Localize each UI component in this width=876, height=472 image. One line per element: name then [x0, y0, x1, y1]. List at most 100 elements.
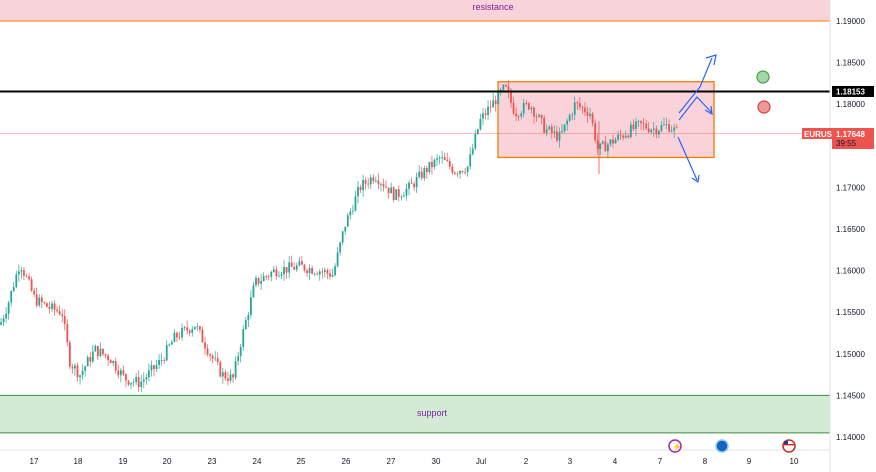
candle-body	[148, 370, 150, 378]
candle-body	[571, 114, 574, 116]
candle-body	[522, 102, 525, 114]
candle-body	[242, 329, 245, 347]
candle-body	[390, 187, 393, 194]
candle-body	[68, 342, 71, 367]
candle-body	[20, 270, 23, 272]
candle-body	[125, 374, 127, 381]
candle-body	[627, 135, 630, 138]
y-tick-label: 1.14000	[836, 433, 865, 442]
candle-body	[397, 189, 400, 197]
target-red-circle	[757, 100, 771, 114]
candle-body	[318, 271, 321, 275]
candle-body	[204, 342, 206, 349]
candle-body	[278, 275, 280, 277]
candle-body	[237, 356, 240, 362]
candle-body	[272, 269, 275, 273]
globe-event-icon[interactable]	[715, 439, 729, 453]
candle-body	[548, 126, 551, 130]
candle-body	[336, 252, 339, 267]
candle-body	[408, 182, 410, 189]
candle-body	[229, 374, 232, 381]
price-tag	[832, 128, 874, 149]
candle-body	[214, 358, 217, 360]
symbol-tag	[802, 128, 832, 139]
candle-body	[130, 382, 132, 385]
candle-body	[79, 375, 81, 378]
time-axis[interactable]: 17 18 19 20 23 24 25 26 27 30 Jul 2 3 4 7 8 9 10	[30, 457, 799, 466]
candle-body	[38, 297, 41, 306]
arrow-down-head	[691, 174, 700, 184]
candle-body	[137, 377, 140, 387]
candle-body	[413, 183, 415, 188]
x-tick-label: 3	[568, 457, 573, 466]
candle-body	[502, 84, 505, 90]
bar-countdown: 39:55	[836, 139, 857, 148]
candle-body	[668, 123, 670, 132]
x-tick-label: 2	[524, 457, 529, 466]
candle-body	[642, 123, 645, 125]
us-flag-canton	[784, 441, 788, 444]
candle-body	[209, 354, 211, 356]
candle-body	[186, 327, 189, 331]
target-green-circle	[756, 70, 770, 84]
candle-body	[285, 267, 288, 273]
candle-body	[647, 128, 650, 133]
candle-body	[321, 271, 324, 273]
y-tick-label: 1.17000	[836, 183, 865, 192]
candle-body	[303, 264, 306, 271]
candle-body	[224, 372, 227, 379]
candle-body	[30, 279, 33, 291]
candle-body	[188, 330, 191, 333]
candle-body	[7, 302, 10, 314]
candle-body	[566, 120, 568, 125]
candle-body	[418, 171, 421, 178]
candle-body	[578, 103, 581, 107]
symbol-label: EURUSD	[804, 130, 838, 139]
candle-body	[380, 184, 382, 185]
x-tick-label: 8	[703, 457, 708, 466]
support-zone	[0, 395, 830, 433]
candle-body	[5, 313, 7, 319]
candle-body	[74, 365, 76, 369]
candle-body	[181, 328, 183, 338]
candle-body	[267, 276, 270, 278]
candle-body	[201, 329, 204, 343]
candle-body	[329, 273, 331, 277]
candle-body	[553, 131, 556, 133]
candle-body	[260, 281, 262, 284]
candle-body	[596, 140, 599, 149]
candle-body	[494, 100, 497, 105]
candle-body	[25, 275, 28, 277]
lightning-icon[interactable]	[668, 439, 682, 453]
candle-body	[556, 131, 558, 141]
candle-body	[97, 345, 99, 357]
candle-body	[346, 215, 349, 227]
candle-body	[10, 290, 13, 303]
candle-body	[262, 276, 265, 282]
x-tick-label: 27	[387, 457, 396, 466]
candle-body	[349, 211, 352, 216]
candle-body	[629, 124, 632, 138]
candle-body	[359, 186, 362, 191]
candle-body	[165, 345, 168, 361]
candle-body	[275, 269, 278, 277]
candle-body	[170, 342, 173, 345]
candle-body	[234, 361, 237, 378]
price-axis[interactable]: 1.190001.185001.180001.175001.170001.165…	[836, 17, 865, 442]
candle-body	[104, 354, 107, 356]
candle-body	[550, 126, 553, 133]
candle-body	[423, 168, 426, 179]
candle-body	[530, 107, 533, 110]
candle-body	[459, 171, 461, 174]
candle-body	[114, 360, 117, 371]
candle-body	[109, 360, 112, 364]
candle-body	[206, 348, 209, 355]
candle-body	[543, 117, 546, 133]
candle-body	[247, 314, 250, 321]
candle-body	[255, 277, 257, 286]
candle-body	[308, 268, 311, 274]
candle-body	[637, 120, 640, 122]
candle-body	[35, 294, 38, 306]
candle-body	[624, 135, 627, 138]
